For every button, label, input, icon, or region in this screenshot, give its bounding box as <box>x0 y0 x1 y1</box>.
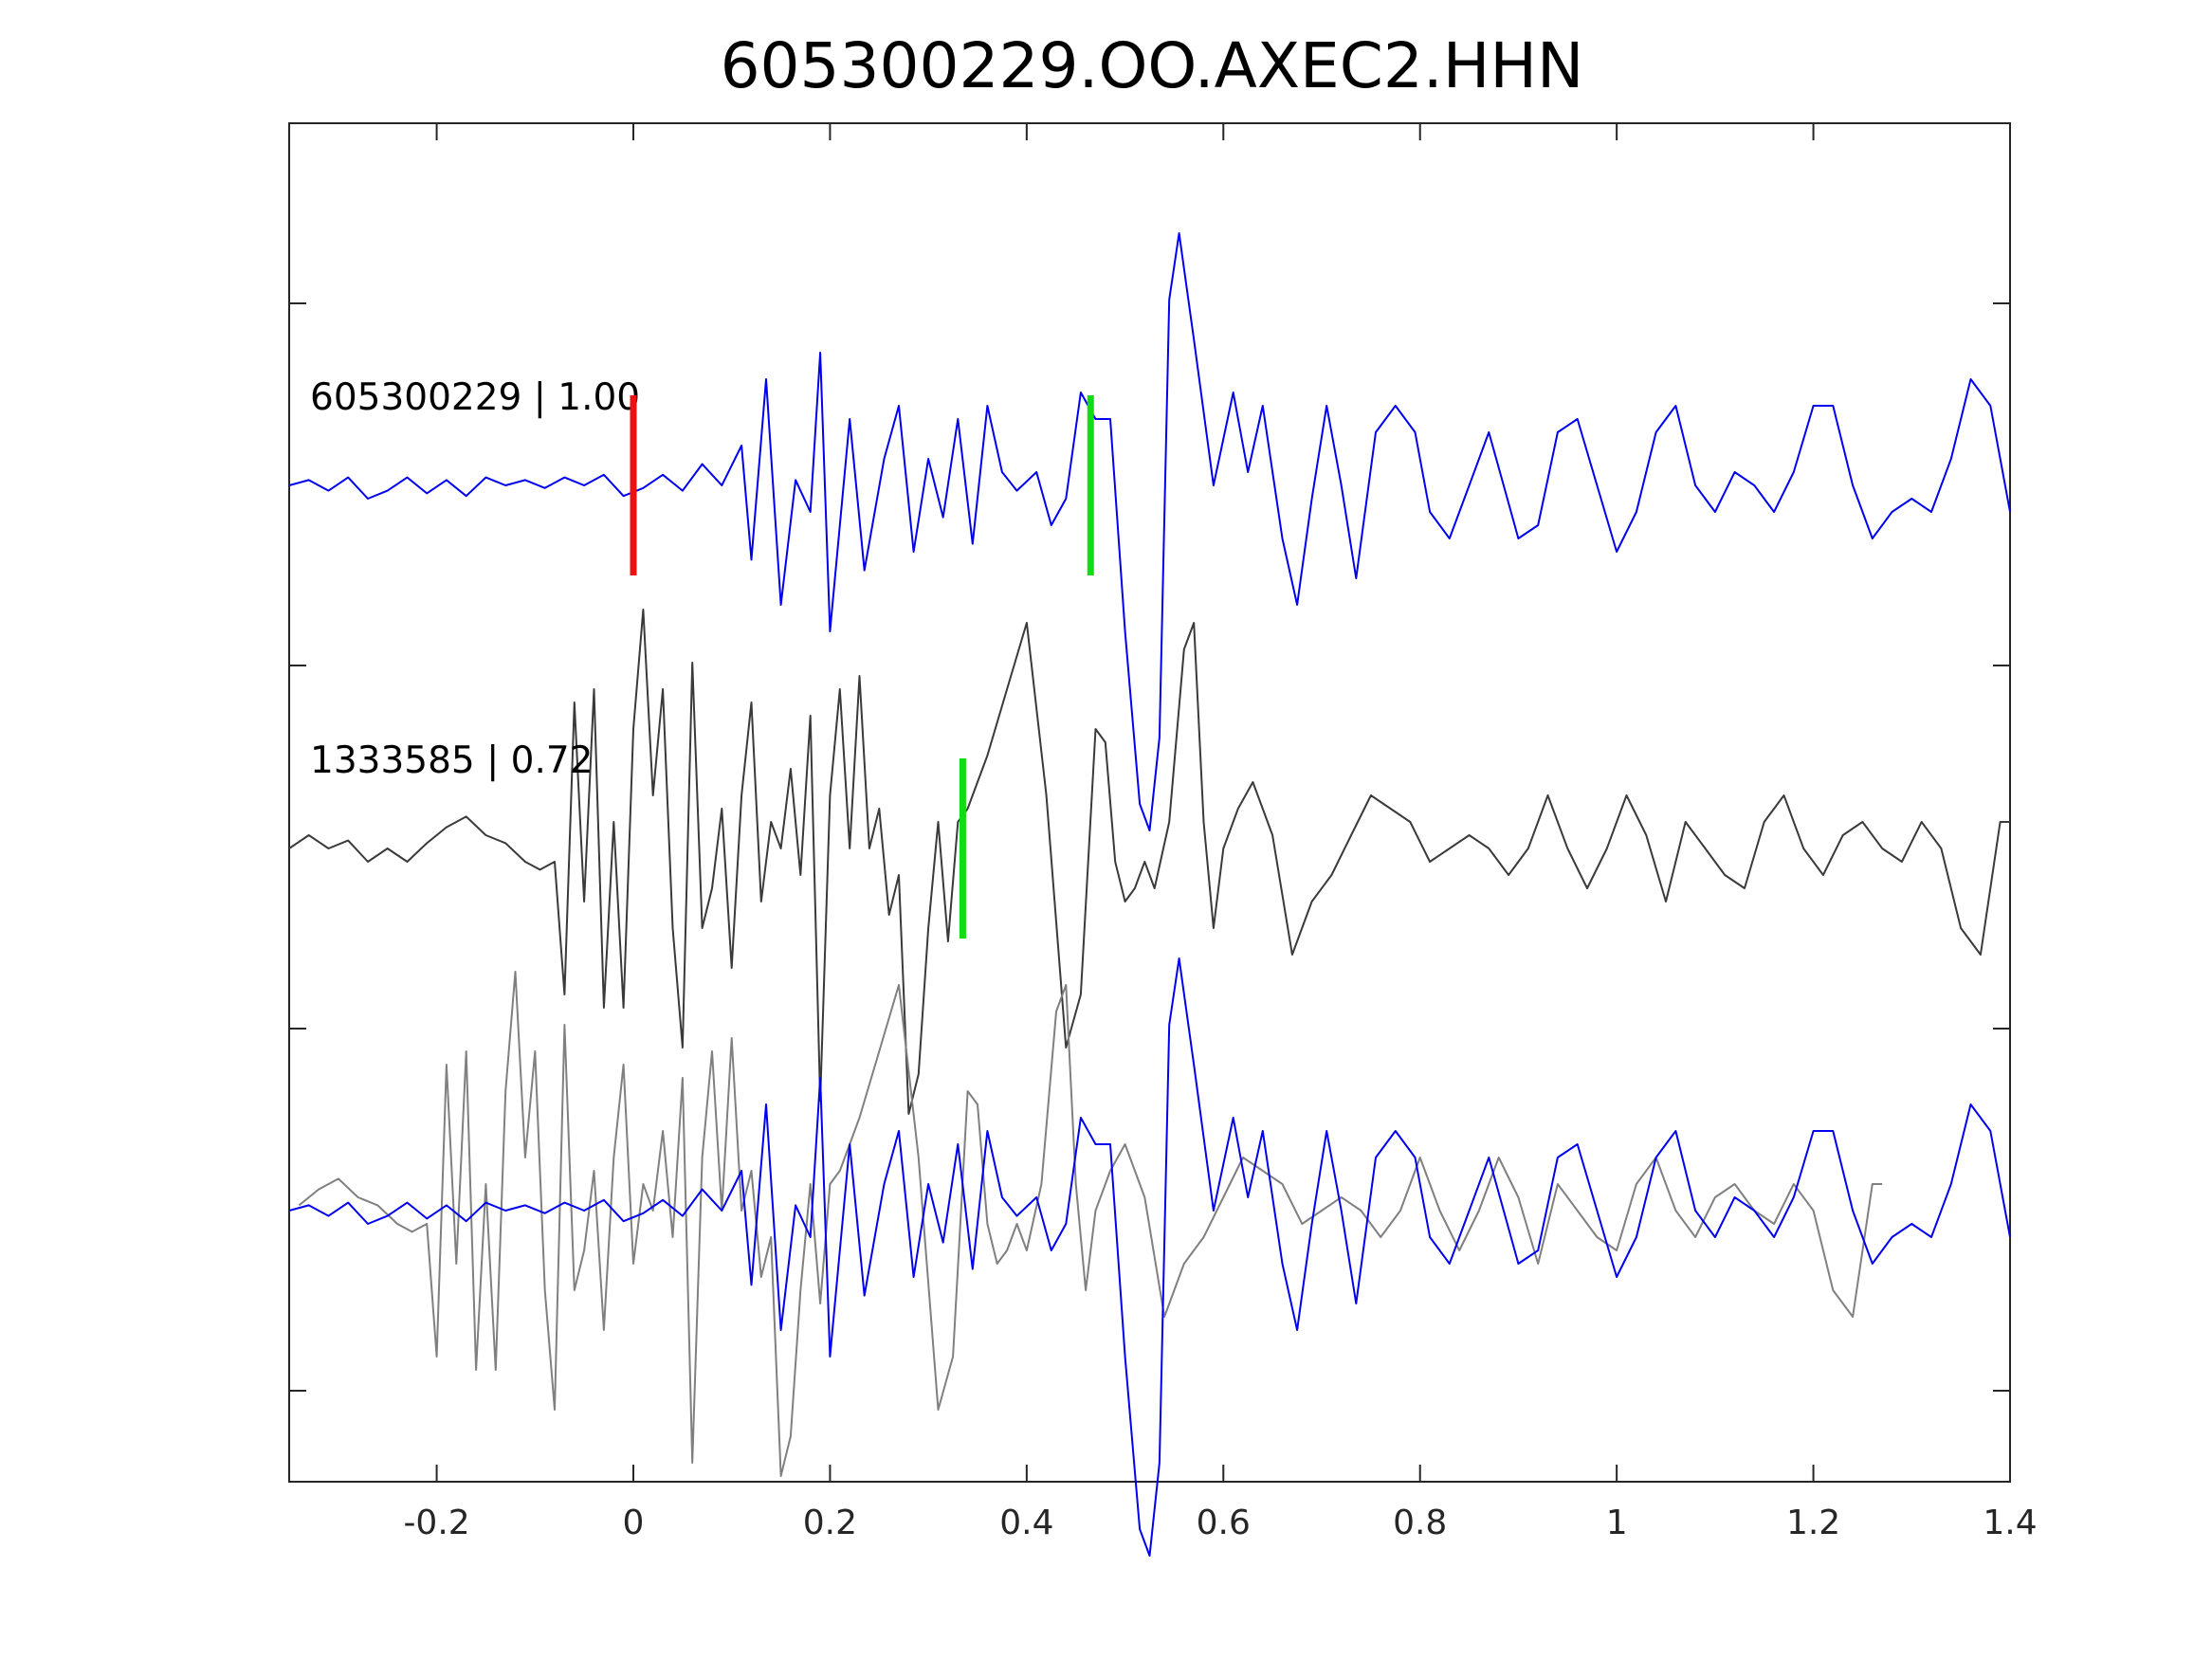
x-tick-label: -0.2 <box>403 1504 469 1542</box>
x-tick-label: 0.6 <box>1197 1504 1251 1542</box>
trace-label-2: 1333585 | 0.72 <box>310 739 593 782</box>
overlay-trace-shifted <box>298 971 1883 1477</box>
x-tick-label: 1 <box>1606 1504 1628 1542</box>
x-tick-label: 0.2 <box>803 1504 857 1542</box>
trace-label-1: 605300229 | 1.00 <box>310 376 640 419</box>
x-tick-label: 1.4 <box>1983 1504 2037 1542</box>
x-tick-label: 0.8 <box>1393 1504 1447 1542</box>
x-tick-label: 1.2 <box>1786 1504 1840 1542</box>
chart-title: 605300229.OO.AXEC2.HHN <box>721 29 1584 102</box>
waveform-trace-2 <box>288 609 2010 1115</box>
waveform-trace-1 <box>288 232 2011 831</box>
plot-area: -0.2 0 0.2 0.4 0.6 0.8 1 1.2 1.4 605300229 | 1.00… <box>288 122 2038 1557</box>
x-tick-label: 0.4 <box>999 1504 1053 1542</box>
overlay-trace-reference <box>288 957 2011 1557</box>
x-tick-label: 0 <box>623 1504 645 1542</box>
axes-box <box>288 122 2011 1483</box>
